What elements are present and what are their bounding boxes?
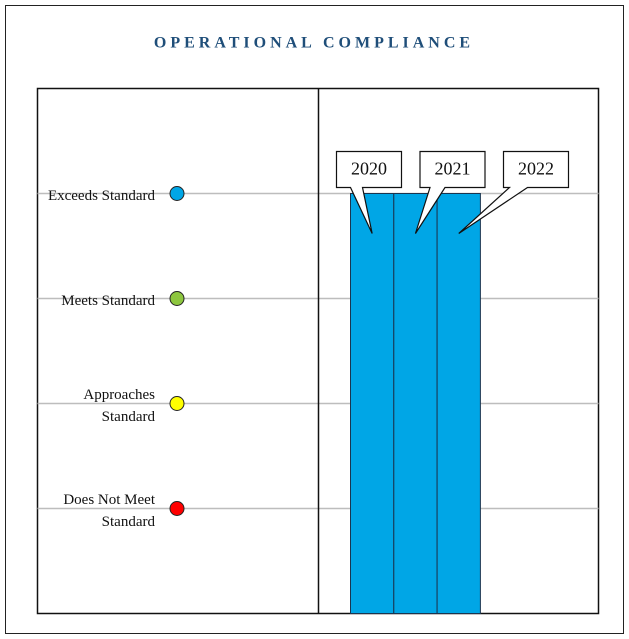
frame bbox=[5, 5, 624, 634]
chart-title: OPERATIONAL COMPLIANCE bbox=[154, 35, 474, 52]
callout bbox=[335, 150, 403, 234]
y-tick-label: Meets Standard bbox=[61, 292, 155, 309]
y-tick-label: Exceeds Standard bbox=[47, 187, 155, 204]
bar bbox=[436, 193, 481, 614]
bar bbox=[393, 193, 438, 614]
bar bbox=[350, 193, 395, 614]
level-dot bbox=[169, 291, 185, 306]
level-dot bbox=[169, 396, 185, 411]
level-dot bbox=[169, 501, 185, 516]
x-tick-label: 2022 bbox=[518, 159, 554, 179]
x-tick-label: 2020 bbox=[351, 159, 387, 179]
level-dot bbox=[169, 186, 185, 201]
callout bbox=[458, 150, 570, 234]
y-tick-label: Does Not Meet Standard bbox=[63, 491, 155, 530]
y-tick-label: Approaches Standard bbox=[83, 386, 155, 425]
x-tick-label: 2021 bbox=[435, 159, 471, 179]
callout bbox=[414, 150, 486, 234]
